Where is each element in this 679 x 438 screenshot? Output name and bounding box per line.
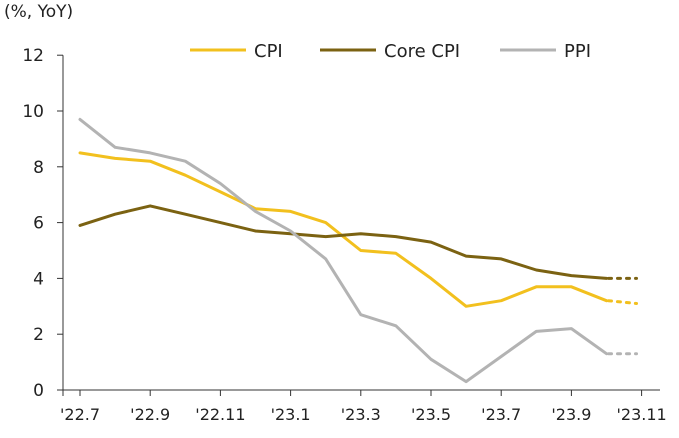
ppi-legend-label: PPI (564, 41, 591, 62)
y-tick-label: 10 (22, 102, 44, 122)
x-tick-label: '23.1 (271, 405, 311, 424)
y-tick-label: 6 (33, 214, 44, 234)
unit-label: (%, YoY) (4, 2, 74, 22)
core-cpi-line (78, 204, 608, 280)
y-tick-label: 0 (33, 381, 44, 401)
x-tick-label: '23.9 (551, 405, 591, 424)
cpi-legend-label: CPI (254, 41, 283, 62)
x-tick-label: '23.11 (616, 405, 666, 424)
x-tick-label: '23.7 (481, 405, 521, 424)
x-tick-label: '22.7 (60, 405, 100, 424)
cpi-projection (607, 299, 638, 306)
core-cpi-legend-label: Core CPI (384, 41, 460, 62)
y-tick-label: 2 (33, 325, 44, 345)
y-tick-label: 8 (33, 158, 44, 178)
x-tick-label: '23.3 (341, 405, 381, 424)
cpi-line (78, 151, 608, 308)
x-tick-label: '22.11 (195, 405, 245, 424)
y-tick-label: 4 (33, 269, 44, 289)
ppi-line (78, 117, 608, 384)
x-tick-label: '22.9 (130, 405, 170, 424)
x-tick-label: '23.5 (411, 405, 451, 424)
y-tick-label: 12 (22, 46, 44, 66)
